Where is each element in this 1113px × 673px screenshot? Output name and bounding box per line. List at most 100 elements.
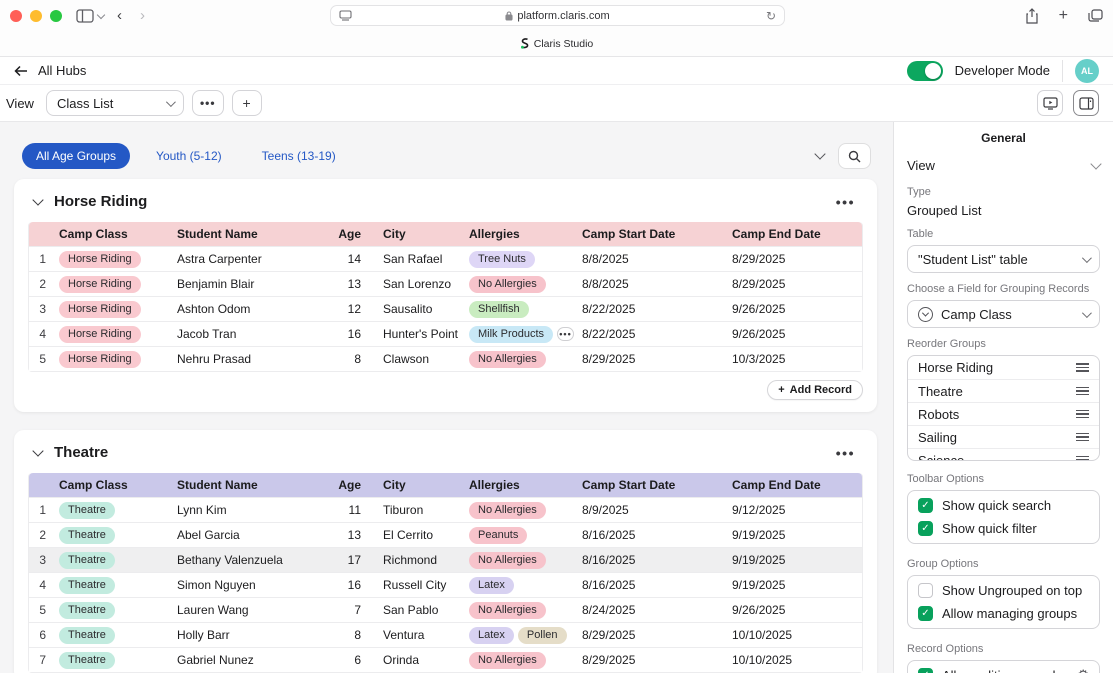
group-collapse-chevron-icon[interactable] [32,445,43,456]
reorder-group-label: Science [918,453,964,462]
table-row[interactable]: 3TheatreBethany Valenzuela17RichmondNo A… [29,547,862,572]
drag-handle-icon[interactable] [1076,363,1089,372]
checkbox[interactable]: ✓ [918,606,933,621]
view-select-value: Class List [57,96,113,111]
table-select[interactable]: "Student List" table [907,245,1100,273]
table-row[interactable]: 5Horse RidingNehru Prasad8ClawsonNo Alle… [29,346,862,371]
table-row[interactable]: 2TheatreAbel Garcia13El CerritoPeanuts8/… [29,522,862,547]
tab-all-age-groups[interactable]: All Age Groups [22,143,130,169]
option-row[interactable]: ✓Allow editing records⚙ [908,664,1099,673]
group-menu-button[interactable]: ••• [832,194,859,210]
camp-class-badge: Theatre [59,602,115,619]
reload-icon[interactable]: ↻ [766,9,776,23]
checkbox[interactable] [918,583,933,598]
row-number: 2 [29,528,59,542]
reorder-group-item[interactable]: Theatre [908,379,1099,402]
camp-start-date-cell: 8/8/2025 [574,277,724,291]
camp-end-date-cell: 10/10/2025 [724,628,862,642]
checkbox[interactable]: ✓ [918,498,933,513]
option-row[interactable]: ✓Allow managing groups [908,602,1099,625]
quick-search-button[interactable] [838,143,871,169]
age-cell: 17 [329,553,365,567]
city-cell: El Cerrito [365,528,469,542]
zoom-window-button[interactable] [50,10,62,22]
sidebar-chevron-icon[interactable] [97,10,105,18]
reorder-group-label: Theatre [918,384,963,399]
row-more-button[interactable]: ••• [557,327,574,341]
table-row[interactable]: 4TheatreSimon Nguyen16Russell CityLatex8… [29,572,862,597]
view-menu-button[interactable]: ••• [192,90,224,116]
table-row[interactable]: 7TheatreGabriel Nunez6OrindaNo Allergies… [29,647,862,672]
camp-start-date-cell: 8/29/2025 [574,653,724,667]
all-hubs-back[interactable]: All Hubs [14,63,86,78]
share-icon[interactable] [1025,8,1039,24]
new-tab-icon[interactable]: + [1059,7,1068,25]
camp-start-date-cell: 8/22/2025 [574,302,724,316]
option-row[interactable]: ✓Show quick filter [908,517,1099,540]
tab-youth[interactable]: Youth (5-12) [142,143,236,169]
row-number: 7 [29,653,59,667]
reorder-group-label: Sailing [918,430,957,445]
column-header: Age [329,227,365,241]
table-row[interactable]: 3Horse RidingAshton Odom12SausalitoShell… [29,296,862,321]
drag-handle-icon[interactable] [1076,387,1089,396]
option-row[interactable]: ✓Show quick search [908,494,1099,517]
camp-class-cell: Theatre [59,602,177,619]
toolbar-options-box: ✓Show quick search✓Show quick filter [907,490,1100,544]
camp-class-cell: Horse Riding [59,326,177,343]
row-number: 3 [29,553,59,567]
reorder-group-item[interactable]: Science [908,448,1099,461]
camp-class-badge: Horse Riding [59,251,141,268]
tabs-collapse-chevron-icon[interactable] [814,148,825,159]
column-header: Camp Start Date [574,227,724,241]
drag-handle-icon[interactable] [1076,410,1089,419]
preview-button[interactable] [1037,90,1063,116]
sidebar-toggle-icon[interactable] [76,9,94,23]
view-select[interactable]: Class List [46,90,184,116]
camp-end-date-cell: 8/29/2025 [724,277,862,291]
minimize-window-button[interactable] [30,10,42,22]
table-row[interactable]: 2Horse RidingBenjamin Blair13San Lorenzo… [29,271,862,296]
table-row[interactable]: 5TheatreLauren Wang7San PabloNo Allergie… [29,597,862,622]
developer-mode-toggle[interactable] [907,61,943,81]
right-panel-toggle-button[interactable] [1073,90,1099,116]
gear-icon[interactable]: ⚙ [1077,668,1089,673]
checkbox[interactable]: ✓ [918,668,933,673]
tab-overview-icon[interactable] [1088,9,1103,23]
city-cell: San Rafael [365,252,469,266]
table-row[interactable]: 4Horse RidingJacob Tran16Hunter's PointM… [29,321,862,346]
camp-class-cell: Theatre [59,527,177,544]
forward-button[interactable]: › [131,7,154,24]
student-name-cell: Gabriel Nunez [177,653,329,667]
back-button[interactable]: ‹ [108,7,131,24]
drag-handle-icon[interactable] [1076,456,1089,461]
camp-end-date-cell: 9/19/2025 [724,553,862,567]
camp-start-date-cell: 8/16/2025 [574,553,724,567]
add-view-button[interactable]: + [232,90,262,116]
table-row[interactable]: 6TheatreHolly Barr8VenturaLatexPollen8/2… [29,622,862,647]
table-row[interactable]: 1Horse RidingAstra Carpenter14San Rafael… [29,246,862,271]
view-section-header[interactable]: View [907,158,1100,173]
camp-class-cell: Horse Riding [59,351,177,368]
reorder-group-item[interactable]: Robots [908,402,1099,425]
address-bar[interactable]: platform.claris.com ↻ [330,5,785,26]
camp-end-date-cell: 9/12/2025 [724,503,862,517]
reorder-group-item[interactable]: Sailing [908,425,1099,448]
camp-end-date-cell: 10/10/2025 [724,653,862,667]
checkbox[interactable]: ✓ [918,521,933,536]
avatar[interactable]: AL [1075,59,1099,83]
student-name-cell: Ashton Odom [177,302,329,316]
tab-teens[interactable]: Teens (13-19) [248,143,350,169]
grouping-field-select[interactable]: Camp Class [907,300,1100,328]
add-record-button[interactable]: +Add Record [767,380,863,400]
reorder-group-item[interactable]: Horse Riding [908,356,1099,379]
group-collapse-chevron-icon[interactable] [32,194,43,205]
close-window-button[interactable] [10,10,22,22]
group-menu-button[interactable]: ••• [832,445,859,461]
drag-handle-icon[interactable] [1076,433,1089,442]
option-row[interactable]: Show Ungrouped on top [908,579,1099,602]
column-header: Age [329,478,365,492]
table-row[interactable]: 1TheatreLynn Kim11TiburonNo Allergies8/9… [29,497,862,522]
divider [1062,60,1063,82]
allergy-badge: No Allergies [469,552,546,569]
